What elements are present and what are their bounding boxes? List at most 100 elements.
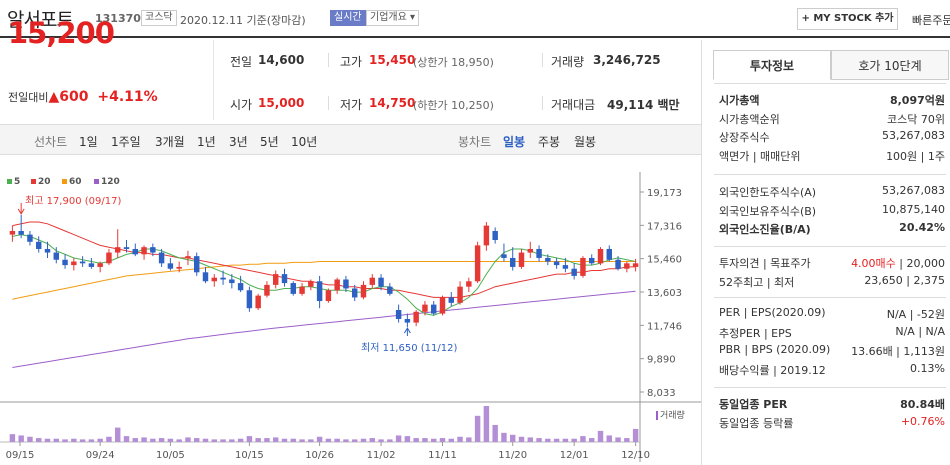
candle-body: [387, 286, 393, 294]
volume-bar: [211, 439, 217, 442]
info-value: 53,267,083: [882, 129, 945, 142]
x-tick-label: 10/26: [305, 450, 334, 461]
volume-bar: [79, 439, 86, 442]
amount-number: 49,114: [607, 98, 654, 112]
volume-bar: [334, 438, 340, 442]
candle-body: [97, 263, 103, 267]
y-tick-label: 15,460: [647, 255, 682, 266]
divider: [328, 96, 329, 110]
info-label: 액면가 | 매매단위: [719, 149, 801, 163]
candlestick-chart[interactable]: 19,173 17,316 15,460 13,603 11,746 9,890 8,033…: [0, 172, 701, 465]
tab-quote-10[interactable]: 호가 10단계: [831, 50, 949, 80]
legend-ma5-label: 5: [14, 177, 21, 187]
period-daily[interactable]: 일봉: [503, 135, 526, 149]
candle-body: [624, 263, 630, 269]
candle-body: [71, 261, 77, 266]
volume-bar: [325, 438, 332, 442]
volume-bar: [62, 439, 68, 442]
legend-swatch: [94, 179, 99, 184]
candle-body: [615, 259, 621, 269]
company-info-dropdown[interactable]: 기업개요 ▾: [366, 10, 420, 26]
candle-body: [483, 225, 490, 246]
x-tick-label: 11/11: [428, 450, 457, 461]
period-bar: 선차트 1일 1주일 3개월 1년 3년 5년 10년 봉차트 일봉 주봉 월봉: [0, 124, 701, 155]
candle-body: [194, 256, 200, 273]
period-monthly[interactable]: 월봉: [574, 135, 597, 149]
period-10y[interactable]: 10년: [291, 135, 318, 149]
add-my-stock-button[interactable]: + MY STOCK 추가: [797, 8, 898, 30]
info-value: 코스닥 70위: [887, 112, 945, 126]
volume-bar: [545, 438, 551, 442]
candle-body: [176, 266, 182, 269]
candle-body: [597, 248, 604, 264]
legend-swatch: [62, 179, 67, 184]
high-annotation: 최고 17,900 (09/17): [25, 196, 122, 207]
info-value: +0.76%: [900, 414, 945, 428]
info-label: 동일업종 PER: [719, 398, 788, 411]
volume-bar: [492, 424, 498, 442]
realtime-button[interactable]: 실시간: [330, 10, 366, 26]
period-5y[interactable]: 5년: [260, 135, 279, 149]
volume-bar: [53, 438, 59, 442]
candle-body: [141, 247, 147, 255]
info-value: 0.13%: [910, 361, 945, 375]
volume-bar: [123, 436, 130, 442]
volume-bar: [431, 438, 437, 442]
ma20-line: [12, 221, 636, 298]
candle-body: [378, 277, 384, 287]
chart-labels: 19,173 17,316 15,460 13,603 11,746 9,890 8,033…: [6, 188, 682, 461]
candle-body: [527, 248, 533, 253]
volume-bar: [246, 436, 253, 442]
open-label: 시가: [230, 98, 253, 112]
period-3m[interactable]: 3개월: [155, 135, 185, 149]
candle-body: [132, 248, 138, 255]
candle-body: [290, 283, 296, 294]
current-price: 15,200: [8, 16, 115, 50]
volume-bar: [378, 439, 384, 442]
quick-order-link[interactable]: 빠른주문: [912, 14, 950, 27]
tab-invest-info[interactable]: 투자정보: [713, 50, 831, 80]
info-label: 추정PER | EPS: [719, 326, 792, 340]
volume-bar: [387, 439, 393, 442]
legend-ma20-label: 20: [38, 177, 51, 187]
panel-divider: [714, 83, 946, 84]
volume-bar: [71, 438, 77, 442]
candle-body: [211, 277, 217, 282]
period-1w[interactable]: 1주일: [111, 135, 141, 149]
legend-ma20: 20: [31, 177, 51, 187]
volume-bar: [255, 438, 261, 442]
volume-bar: [527, 437, 533, 442]
candle-body: [518, 252, 525, 267]
candle-body: [229, 279, 235, 284]
volume-bar: [88, 439, 95, 442]
volume-bar: [36, 438, 42, 442]
info-value: 100원 | 1주: [886, 149, 945, 163]
y-tick-label: 8,033: [647, 388, 676, 399]
change-pct: +4.11%: [97, 89, 158, 105]
volume-swatch: [656, 411, 658, 420]
candle-body: [334, 279, 340, 291]
volume-bar: [606, 435, 612, 442]
volume-bar: [185, 437, 191, 442]
info-label: PBR | BPS (2020.09): [719, 343, 831, 356]
period-1y[interactable]: 1년: [197, 135, 216, 149]
volume-bar: [518, 436, 525, 442]
candle-body: [255, 295, 261, 309]
high-label: 고가: [340, 55, 363, 69]
y-tick-label: 19,173: [647, 188, 682, 199]
candles: [9, 214, 639, 328]
change-line: 전일대비▲600 +4.11%: [8, 89, 158, 105]
period-3y[interactable]: 3년: [229, 135, 248, 149]
volume-bar: [202, 438, 209, 442]
volume-bar: [404, 436, 411, 442]
volume-bar: [299, 439, 305, 442]
candle-body: [237, 283, 244, 291]
volume-bar: [448, 438, 454, 442]
x-tick-label: 12/01: [560, 450, 589, 461]
period-weekly[interactable]: 주봉: [538, 135, 561, 149]
period-1d[interactable]: 1일: [79, 135, 98, 149]
volume-bar: [229, 439, 235, 442]
volume-bar: [343, 439, 349, 442]
y-tick-label: 13,603: [647, 288, 682, 299]
change-value: ▲600: [48, 89, 89, 105]
